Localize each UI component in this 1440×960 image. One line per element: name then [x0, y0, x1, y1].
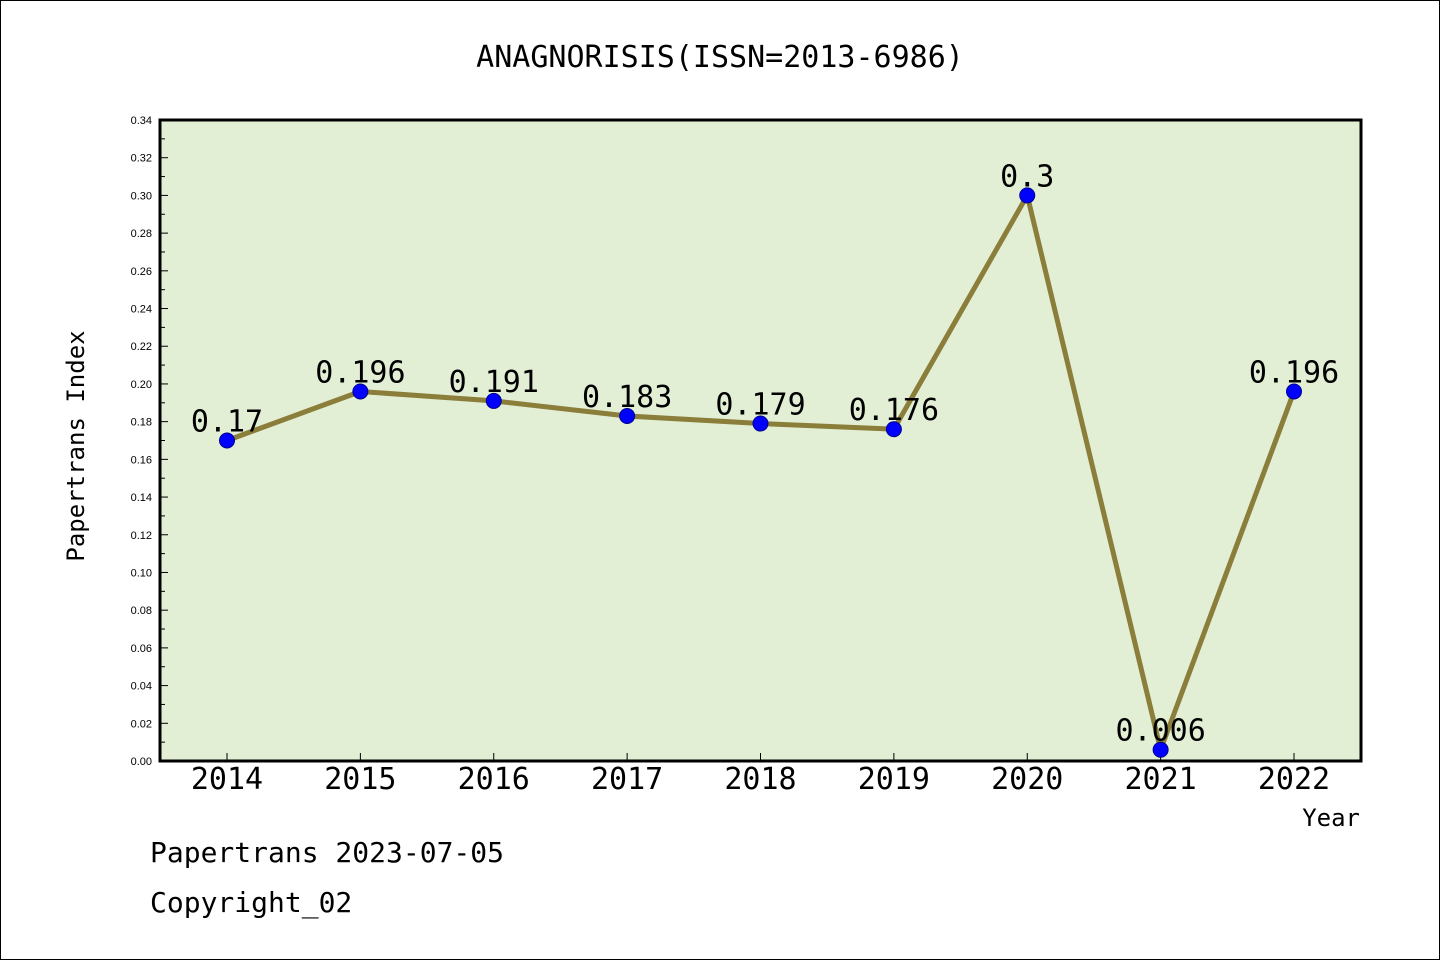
data-label: 0.196 [315, 355, 405, 390]
data-labels: 0.17 0.196 0.191 0.183 0.179 0.176 0.3 0.006 0.1… [191, 159, 1339, 748]
data-point [485, 392, 502, 409]
data-label: 0.176 [849, 393, 939, 428]
data-label: 0.006 [1115, 714, 1205, 749]
y-tick-label: 0.00 [131, 756, 152, 768]
data-point [752, 415, 769, 432]
data-point [1019, 187, 1036, 204]
y-tick-label: 0.16 [131, 454, 152, 466]
data-label: 0.183 [582, 380, 672, 415]
y-tick-label: 0.14 [131, 492, 152, 504]
data-point [219, 432, 235, 449]
x-tick-label: 2017 [591, 762, 663, 797]
data-point [1286, 383, 1302, 400]
y-tick-label: 0.06 [131, 643, 152, 655]
data-point [352, 383, 369, 400]
data-label: 0.196 [1249, 355, 1339, 390]
x-axis-label: Year [1302, 804, 1360, 832]
y-axis-label: Papertrans Index [62, 330, 90, 561]
series-markers [219, 187, 1302, 758]
data-label: 0.191 [449, 365, 539, 400]
data-label: 0.17 [191, 405, 263, 440]
y-tick-label: 0.20 [131, 379, 152, 391]
footer-date: Papertrans 2023-07-05 [150, 836, 505, 869]
x-tick-label: 2020 [991, 762, 1063, 797]
y-tick-label: 0.12 [131, 530, 152, 542]
data-point [619, 407, 636, 424]
y-axis: 0.00 0.02 0.04 0.06 0.08 0.10 0.12 0.14 0.16 0.18… [131, 115, 168, 768]
y-tick-label: 0.18 [131, 417, 152, 429]
x-tick-label: 2015 [324, 762, 396, 797]
y-tick-label: 0.10 [131, 567, 152, 579]
x-tick-label: 2019 [858, 762, 930, 797]
footer-copyright: Copyright_02 [150, 886, 353, 919]
y-tick-label: 0.08 [131, 605, 152, 617]
data-point [885, 421, 902, 438]
y-tick-label: 0.04 [131, 681, 152, 693]
x-tick-label: 2018 [724, 762, 796, 797]
data-label: 0.179 [715, 388, 805, 423]
chart-title: ANAGNORISIS(ISSN=2013-6986) [476, 40, 964, 75]
y-tick-label: 0.32 [131, 153, 152, 165]
data-point [1152, 741, 1169, 758]
x-tick-label: 2016 [458, 762, 530, 797]
data-label: 0.3 [1000, 159, 1054, 194]
x-axis: 2014 2015 2016 2017 2018 2019 2020 2021 2022 [191, 753, 1330, 797]
x-tick-label: 2021 [1125, 762, 1197, 797]
x-tick-label: 2014 [191, 762, 263, 797]
x-tick-label: 2022 [1258, 762, 1330, 797]
y-tick-label: 0.22 [131, 341, 152, 353]
y-tick-label: 0.24 [131, 304, 152, 316]
y-tick-label: 0.02 [131, 718, 152, 730]
plot-area [158, 118, 1363, 763]
y-tick-label: 0.34 [131, 115, 152, 127]
y-tick-label: 0.28 [131, 228, 152, 240]
y-tick-label: 0.26 [131, 266, 152, 278]
y-tick-label: 0.30 [131, 190, 152, 202]
